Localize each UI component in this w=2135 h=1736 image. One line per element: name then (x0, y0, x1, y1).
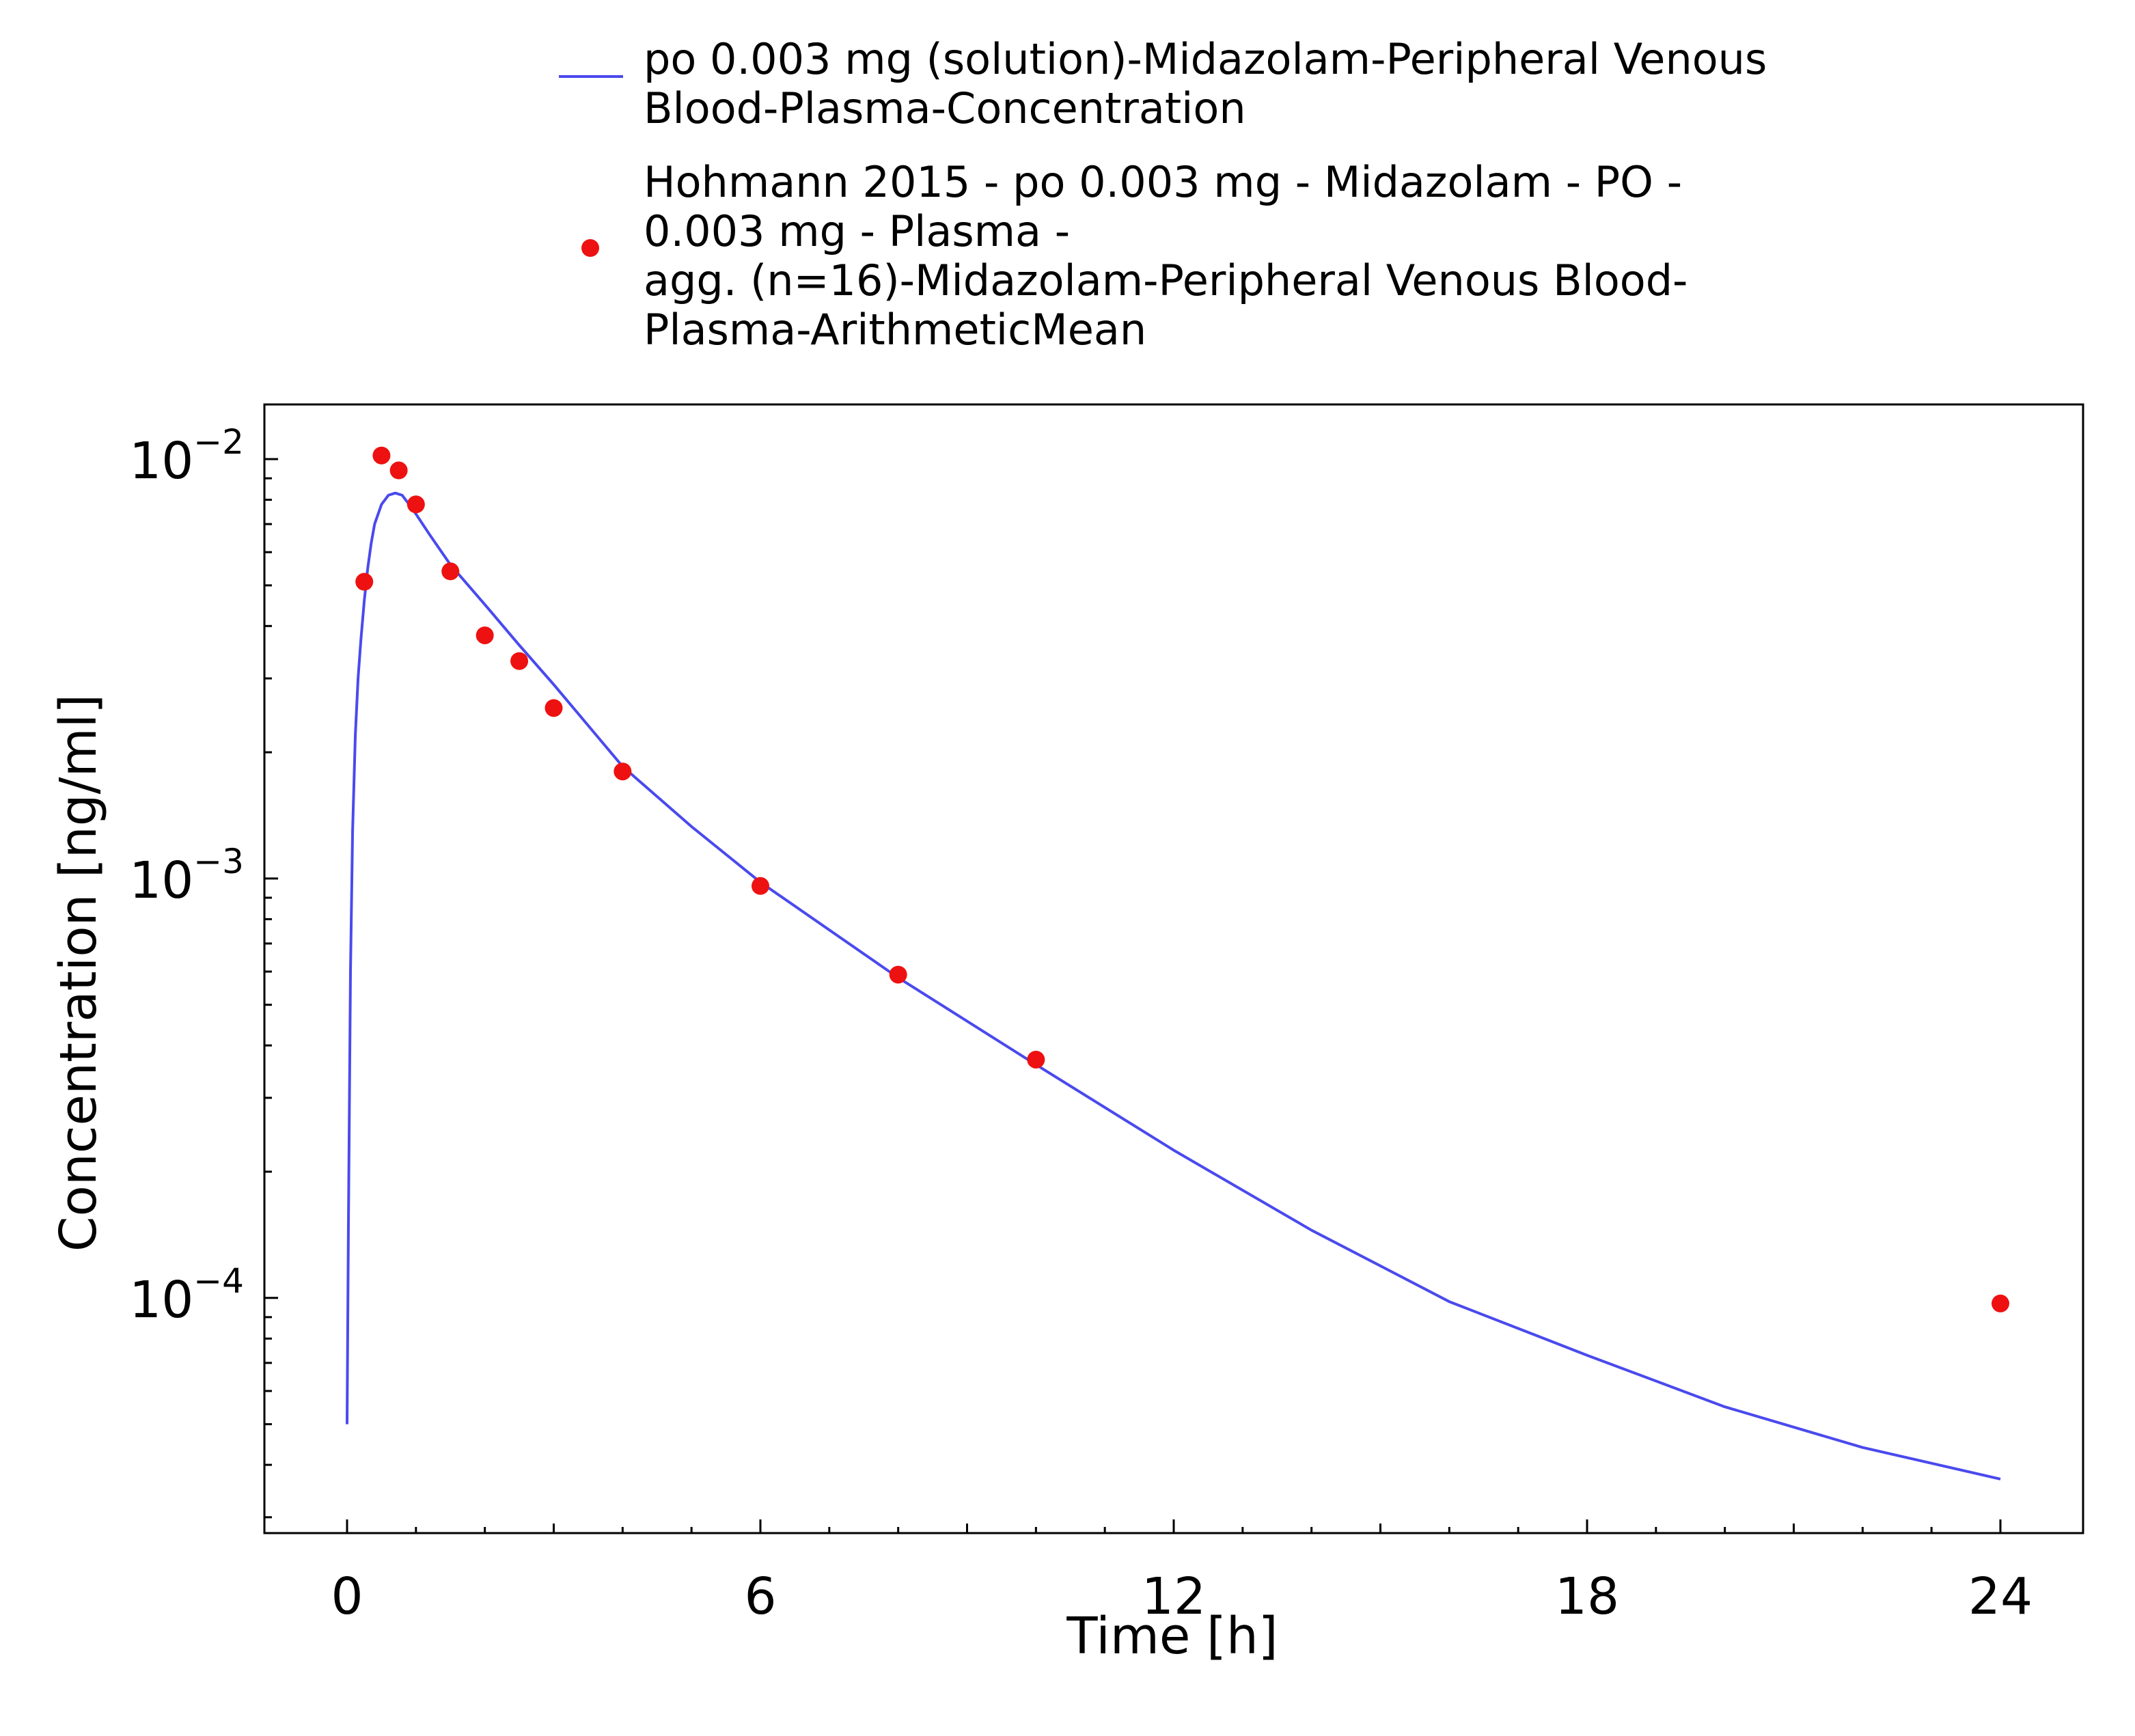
legend-label-observed: agg. (n=16)-Midazolam-Peripheral Venous … (644, 256, 1688, 305)
y-tick-label: 10−4 (129, 1261, 244, 1329)
x-tick-label: 0 (331, 1567, 363, 1626)
y-axis-label: Concentration [ng/ml] (49, 694, 108, 1252)
observed-point (510, 652, 529, 670)
x-axis-label: Time [h] (1066, 1607, 1278, 1666)
observed-point (372, 446, 391, 465)
legend-label-observed: 0.003 mg - Plasma - (644, 206, 1070, 256)
observed-point (752, 877, 769, 895)
observed-point (389, 461, 408, 480)
observed-point (407, 495, 425, 514)
observed-point (441, 562, 460, 581)
plot-frame (263, 403, 2084, 1534)
series-line-simulation (346, 491, 2001, 1480)
x-tick-label: 6 (744, 1567, 776, 1626)
legend: po 0.003 mg (solution)-Midazolam-Periphe… (559, 34, 1767, 355)
x-axis: 0 6 12 18 24 (331, 1519, 2033, 1626)
observed-point (614, 762, 632, 781)
legend-label-observed: Plasma-ArithmeticMean (644, 305, 1146, 355)
x-tick-label: 24 (1968, 1567, 2033, 1626)
y-tick-label: 10−2 (129, 422, 244, 491)
observed-point (545, 699, 563, 717)
x-tick-label: 18 (1555, 1567, 1619, 1626)
observed-point (355, 573, 374, 591)
legend-swatch-marker (581, 239, 599, 257)
observed-point (1992, 1294, 2009, 1312)
observed-point (889, 965, 907, 984)
y-axis: 10−2 10−3 10−4 (129, 422, 278, 1519)
y-tick-label: 10−3 (129, 842, 244, 910)
legend-label-observed: Hohmann 2015 - po 0.003 mg - Midazolam -… (644, 157, 1682, 207)
legend-label-simulation: Blood-Plasma-Concentration (644, 83, 1246, 133)
observed-point (476, 626, 494, 644)
observed-point (1027, 1050, 1045, 1069)
plot-area (263, 403, 2084, 1534)
legend-label-simulation: po 0.003 mg (solution)-Midazolam-Periphe… (644, 34, 1767, 84)
x-tick-label: 12 (1142, 1567, 1206, 1626)
